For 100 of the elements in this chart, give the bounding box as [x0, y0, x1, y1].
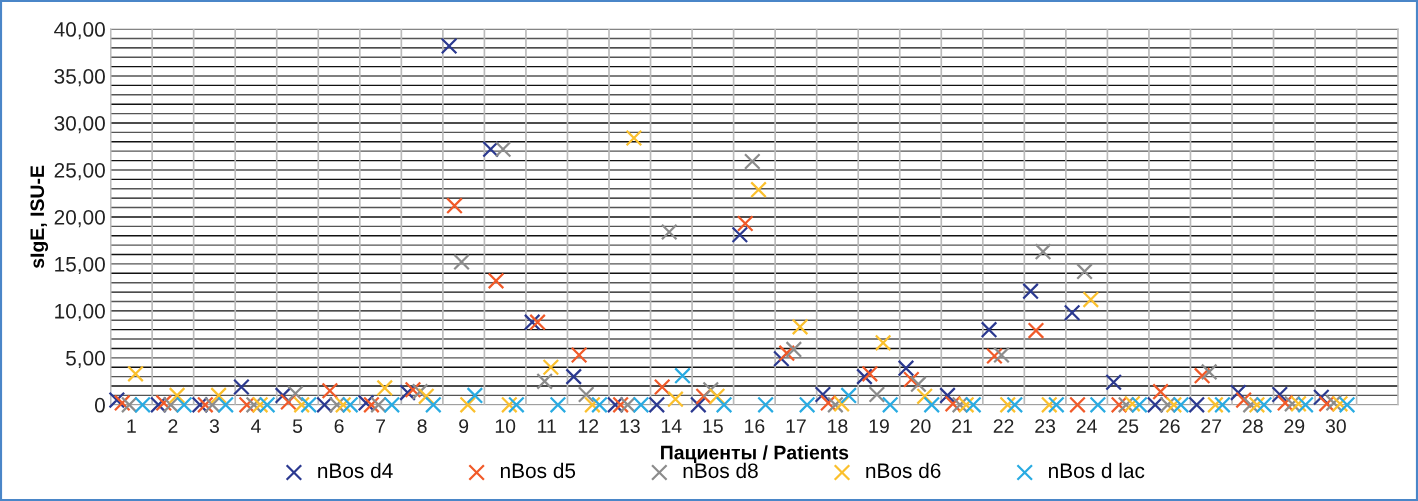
point: [1318, 395, 1336, 413]
point: [1297, 396, 1314, 414]
point: [897, 359, 915, 377]
point: [1123, 395, 1141, 413]
x-tick-label: 1: [127, 419, 136, 433]
y-tick-label: 5,00: [66, 350, 105, 369]
point: [507, 396, 525, 414]
point: [819, 394, 837, 412]
y-tick-label: 25,00: [54, 162, 105, 181]
point: [175, 396, 193, 414]
point: [549, 396, 567, 414]
point: [881, 396, 899, 414]
point: [440, 37, 458, 55]
point: [1159, 396, 1177, 414]
point: [155, 394, 173, 412]
y-axis-title: sIgE, ISU-E: [30, 165, 49, 269]
point: [1283, 395, 1301, 413]
point: [1165, 396, 1183, 414]
point: [743, 153, 761, 170]
point: [191, 396, 209, 414]
point: [674, 367, 691, 385]
point: [529, 313, 546, 331]
point: [487, 272, 505, 290]
point: [1082, 291, 1100, 308]
x-tick-label: 3: [209, 419, 219, 433]
y-tick-label: 10,00: [55, 303, 105, 322]
point: [357, 394, 375, 412]
x-tick-label: 13: [620, 419, 640, 433]
point: [341, 396, 359, 414]
point: [274, 387, 292, 404]
x-tick-label: 16: [745, 419, 765, 433]
y-tick-label: 30,00: [54, 116, 105, 134]
point: [1312, 388, 1330, 406]
point: [1214, 396, 1231, 414]
point: [1040, 396, 1058, 414]
legend-label: nBos d8: [683, 462, 758, 479]
point: [108, 391, 126, 409]
point: [417, 387, 435, 405]
point: [1276, 394, 1294, 412]
x-tick-label: 8: [417, 419, 427, 433]
x-tick-label: 18: [828, 419, 848, 433]
point: [750, 181, 767, 199]
point: [446, 197, 463, 215]
point: [149, 396, 167, 414]
point: [1022, 282, 1039, 300]
x-tick-label: 10: [495, 419, 516, 433]
point: [113, 394, 131, 412]
point: [910, 375, 927, 393]
point: [785, 340, 803, 358]
point: [1146, 396, 1164, 414]
x-tick-label: 20: [910, 419, 931, 433]
point: [939, 387, 956, 404]
x-axis-title: Пациенты / Patients: [661, 445, 849, 464]
point: [591, 396, 608, 414]
point: [1200, 363, 1218, 381]
legend-label: nBos d5: [500, 462, 576, 479]
point: [612, 396, 630, 414]
point: [536, 372, 554, 390]
point: [1188, 396, 1206, 414]
legend-label: nBos d6: [866, 462, 941, 479]
point: [334, 396, 352, 414]
point: [1006, 396, 1024, 414]
x-tick-label: 22: [993, 419, 1014, 433]
point: [757, 396, 774, 414]
point: [1242, 396, 1260, 414]
x-tick-label: 24: [1076, 419, 1097, 433]
point: [577, 386, 595, 403]
point: [1110, 396, 1128, 414]
point: [494, 140, 512, 158]
point: [689, 396, 707, 414]
x-tick-label: 15: [703, 419, 723, 433]
point: [134, 396, 151, 414]
x-tick-label: 2: [168, 419, 178, 433]
point: [619, 396, 637, 414]
point: [404, 381, 422, 399]
x-tick-label: 19: [869, 419, 889, 433]
point: [902, 371, 920, 388]
point: [993, 346, 1010, 364]
x-tick-label: 11: [538, 419, 556, 433]
point: [1331, 395, 1349, 413]
point: [523, 313, 541, 331]
point: [238, 396, 256, 414]
point: [736, 215, 754, 232]
x-tick-label: 4: [251, 419, 261, 433]
x-tick-label: 30: [1325, 419, 1346, 433]
point: [203, 396, 221, 414]
point: [565, 368, 583, 386]
point: [466, 387, 484, 404]
point: [1229, 384, 1247, 401]
point: [453, 253, 470, 271]
y-tick-label: 0: [94, 397, 105, 413]
point: [667, 390, 684, 408]
point: [916, 387, 934, 405]
point: [1235, 391, 1253, 409]
point: [826, 396, 844, 414]
point: [300, 396, 318, 414]
point: [951, 396, 969, 414]
x-tick-label: 25: [1118, 419, 1139, 433]
point: [279, 393, 297, 411]
point: [321, 382, 339, 400]
